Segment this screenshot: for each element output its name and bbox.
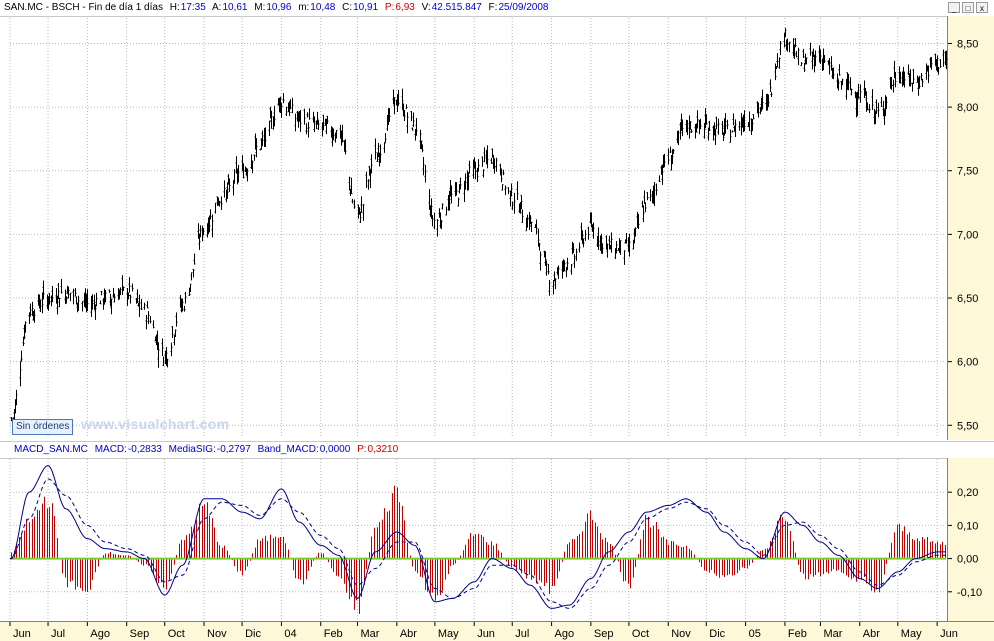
time-tick-label: Ago bbox=[90, 628, 110, 640]
watermark: www.visualchart.com bbox=[81, 416, 230, 432]
price-header: SAN.MC - BSCH - Fin de día 1 días H:17:3… bbox=[0, 0, 994, 17]
macd-line bbox=[10, 465, 946, 609]
price-tick-label: 7,00 bbox=[957, 229, 978, 241]
vol-label: V: bbox=[421, 2, 431, 13]
macd-name: MACD_SAN.MC bbox=[14, 444, 88, 455]
time-tick-label: Abr bbox=[863, 628, 880, 640]
band-label: Band_MACD: bbox=[257, 444, 319, 455]
min-label: m: bbox=[298, 2, 310, 13]
macd-value: -0,2833 bbox=[127, 444, 162, 455]
price-tick-label: 6,00 bbox=[957, 357, 978, 369]
c-label: C: bbox=[342, 2, 353, 13]
symbol-label: SAN.MC - BSCH - Fin de día 1 días bbox=[4, 2, 163, 13]
h-value: 17:35 bbox=[180, 2, 206, 13]
c-value: 10,91 bbox=[353, 2, 379, 13]
time-tick-label: Sep bbox=[594, 628, 614, 640]
macd-label: MACD: bbox=[94, 444, 127, 455]
sig-label: MediaSIG: bbox=[168, 444, 216, 455]
time-tick-label: Oct bbox=[632, 628, 649, 640]
f-label: F: bbox=[488, 2, 498, 13]
vol-value: 42.515.847 bbox=[431, 2, 482, 13]
p-label: P: bbox=[384, 2, 395, 13]
p-value: 6,93 bbox=[395, 2, 415, 13]
time-tick-label: Jun bbox=[940, 628, 958, 640]
macd-p-label: P: bbox=[357, 444, 367, 455]
time-tick-label: Dic bbox=[709, 628, 725, 640]
time-tick-label: May bbox=[438, 628, 459, 640]
no-orders-button[interactable]: Sin órdenes bbox=[12, 419, 74, 435]
close-button[interactable]: x bbox=[976, 2, 988, 13]
price-tick-label: 6,50 bbox=[957, 293, 978, 305]
time-tick-label: Nov bbox=[671, 628, 691, 640]
price-tick-label: 8,50 bbox=[957, 38, 978, 50]
signal-line bbox=[10, 478, 946, 609]
time-tick-label: Jul bbox=[515, 628, 529, 640]
time-tick-label: Mar bbox=[361, 628, 380, 640]
h-label: H: bbox=[169, 2, 180, 13]
min-value: 10,48 bbox=[310, 2, 336, 13]
time-tick-label: Jul bbox=[51, 628, 65, 640]
macd-axis-bg bbox=[948, 458, 994, 621]
price-axis-bg bbox=[948, 16, 994, 440]
macd-p-value: 0,3210 bbox=[367, 444, 399, 455]
macd-tick-label: 0,20 bbox=[957, 487, 978, 499]
f-value: 25/09/2008 bbox=[498, 2, 549, 13]
time-tick-label: Nov bbox=[207, 628, 227, 640]
time-tick-label: Oct bbox=[168, 628, 185, 640]
time-tick-label: Dic bbox=[245, 628, 261, 640]
sig-value: -0,2797 bbox=[216, 444, 251, 455]
a-value: 10,61 bbox=[222, 2, 248, 13]
time-tick-label: Feb bbox=[788, 628, 807, 640]
macd-tick-label: -0,10 bbox=[957, 587, 982, 599]
time-tick-label: Jun bbox=[477, 628, 495, 640]
price-tick-label: 7,50 bbox=[957, 166, 978, 178]
minimize-button[interactable]: _ bbox=[948, 2, 960, 13]
time-tick-label: 05 bbox=[749, 628, 761, 640]
price-tick-label: 8,00 bbox=[957, 102, 978, 114]
a-label: A: bbox=[212, 2, 222, 13]
macd-tick-label: 0,00 bbox=[957, 554, 978, 566]
time-axis-bg bbox=[0, 622, 994, 641]
time-tick-label: Sep bbox=[130, 628, 150, 640]
price-tick-label: 5,50 bbox=[957, 420, 978, 432]
m-label: M: bbox=[254, 2, 266, 13]
time-tick-label: Feb bbox=[324, 628, 343, 640]
m-value: 10,96 bbox=[266, 2, 292, 13]
band-value: 0,0000 bbox=[319, 444, 351, 455]
time-tick-label: May bbox=[901, 628, 922, 640]
macd-header: MACD_SAN.MC MACD:-0,2833 MediaSIG:-0,279… bbox=[0, 441, 994, 459]
macd-tick-label: 0,10 bbox=[957, 520, 978, 532]
time-tick-label: Abr bbox=[400, 628, 417, 640]
time-tick-label: 04 bbox=[284, 628, 296, 640]
time-tick-label: Jun bbox=[13, 628, 31, 640]
time-tick-label: Mar bbox=[823, 628, 842, 640]
maximize-button[interactable]: □ bbox=[962, 2, 974, 13]
time-tick-label: Ago bbox=[555, 628, 575, 640]
